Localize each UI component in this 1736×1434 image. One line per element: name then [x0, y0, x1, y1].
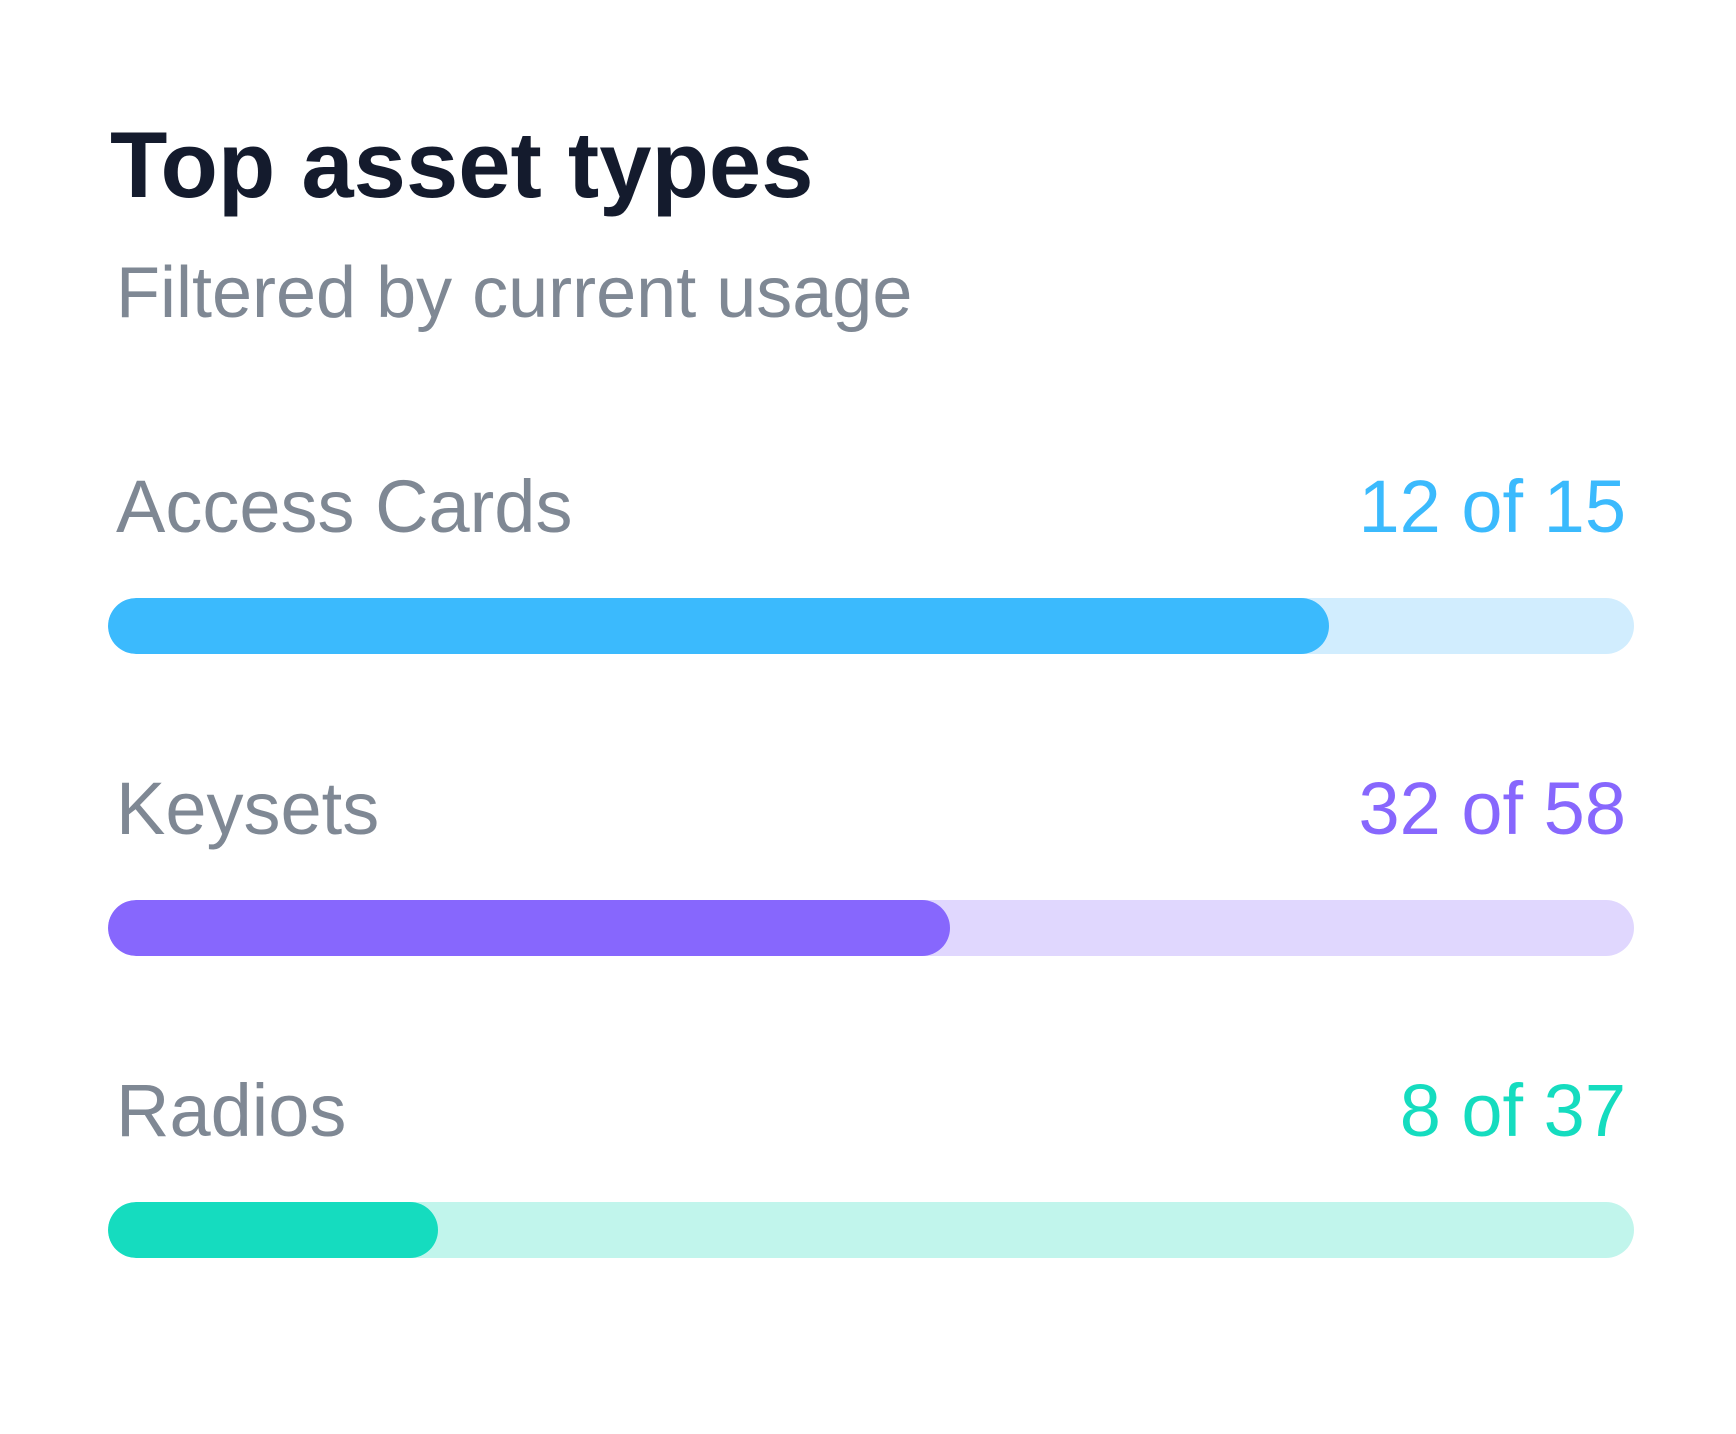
asset-row-radios: Radios 8 of 37 [108, 1074, 1634, 1274]
asset-row-keysets: Keysets 32 of 58 [108, 772, 1634, 972]
usage-progress-bar [108, 598, 1634, 654]
asset-count: 32 of 58 [1358, 767, 1626, 850]
usage-progress-fill [108, 1202, 438, 1258]
usage-progress-bar [108, 900, 1634, 956]
card-subtitle: Filtered by current usage [116, 253, 913, 333]
usage-progress-fill [108, 900, 950, 956]
asset-count: 12 of 15 [1358, 465, 1626, 548]
asset-label: Access Cards [116, 465, 573, 548]
card-title: Top asset types [110, 112, 814, 217]
usage-progress-fill [108, 598, 1329, 654]
asset-label: Radios [116, 1069, 347, 1152]
asset-row-access-cards: Access Cards 12 of 15 [108, 470, 1634, 670]
asset-count: 8 of 37 [1399, 1069, 1626, 1152]
asset-label: Keysets [116, 767, 380, 850]
usage-progress-bar [108, 1202, 1634, 1258]
